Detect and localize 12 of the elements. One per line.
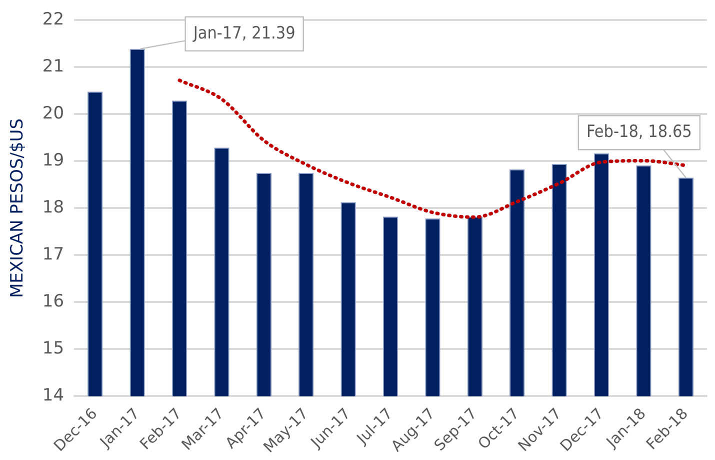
y-tick-label: 22 bbox=[42, 10, 64, 30]
y-tick-label: 19 bbox=[42, 150, 64, 171]
y-tick-label: 16 bbox=[42, 292, 64, 312]
y-tick-label: 20 bbox=[42, 104, 64, 124]
annotation: Jan-17, 21.39 bbox=[192, 23, 296, 44]
annotation: Feb-18, 18.65 bbox=[586, 122, 692, 142]
y-tick-label: 18 bbox=[42, 198, 64, 218]
y-tick-label: 15 bbox=[42, 338, 64, 359]
y-tick-label: 17 bbox=[42, 244, 64, 265]
y-tick-label: 14 bbox=[42, 386, 64, 406]
y-axis-title: MEXICAN PESOS/$US bbox=[8, 118, 28, 298]
y-tick-label: 21 bbox=[42, 56, 64, 77]
